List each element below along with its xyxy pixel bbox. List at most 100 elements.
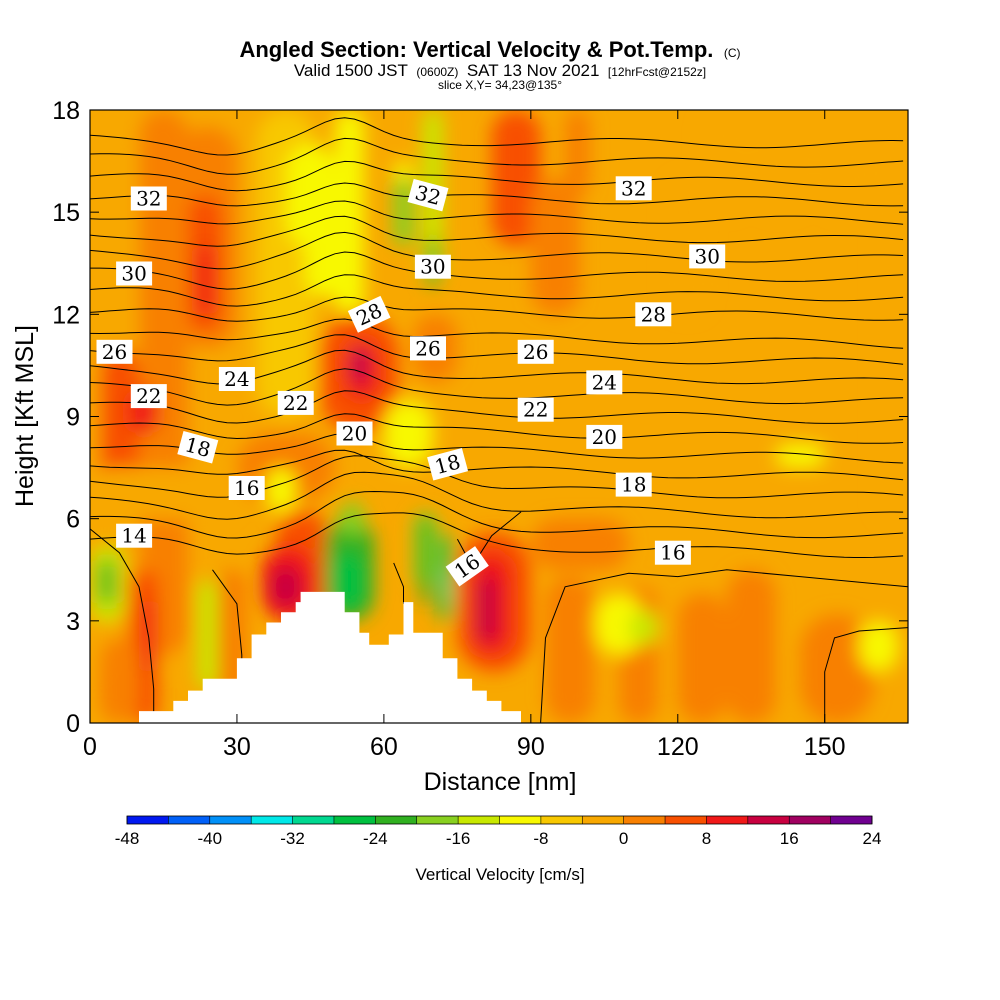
contour-label-30: 30 xyxy=(414,254,451,279)
theta-contour-line xyxy=(90,334,904,365)
velocity-cell xyxy=(197,579,218,689)
velocity-cell xyxy=(420,518,431,604)
colorbar-swatch xyxy=(623,816,666,824)
contour-label-32: 32 xyxy=(130,186,167,211)
contour-label-text: 32 xyxy=(136,187,161,211)
theta-contour-line xyxy=(824,627,908,723)
x-tick-label: 60 xyxy=(370,733,398,761)
colorbar-swatch xyxy=(209,816,252,824)
contour-label-26: 26 xyxy=(96,339,133,364)
colorbar-swatch xyxy=(665,816,707,824)
velocity-cell xyxy=(814,127,874,213)
theta-contour-line xyxy=(90,215,904,247)
x-tick-label: 0 xyxy=(83,733,97,761)
contour-label-text: 16 xyxy=(660,541,685,565)
y-tick-label: 12 xyxy=(52,301,80,329)
velocity-cell xyxy=(271,566,301,608)
contour-label-text: 32 xyxy=(621,176,646,200)
contour-label-32: 32 xyxy=(407,178,449,212)
contour-label-text: 22 xyxy=(136,384,161,408)
y-tick-label: 6 xyxy=(66,506,80,534)
velocity-cell xyxy=(628,610,659,645)
colorbar-swatch xyxy=(416,816,459,824)
contour-label-box xyxy=(218,367,255,391)
contour-label-box xyxy=(116,261,153,286)
colorbar-tick-label: 16 xyxy=(780,829,799,848)
velocity-cell xyxy=(99,637,139,723)
contour-label-box xyxy=(277,390,314,415)
velocity-cell xyxy=(305,229,345,298)
contour-label-box xyxy=(347,295,391,333)
colorbar-swatch xyxy=(458,816,500,824)
velocity-cell xyxy=(677,593,727,723)
theta-contours xyxy=(90,117,908,723)
velocity-cell xyxy=(702,110,747,213)
x-tick-label: 120 xyxy=(657,733,699,761)
theta-contour-line xyxy=(90,274,904,307)
contour-label-box xyxy=(414,254,451,279)
contour-label-box xyxy=(427,447,469,481)
theta-contour-line xyxy=(90,251,904,290)
colorbar-swatch xyxy=(251,816,293,824)
colorbar-swatch xyxy=(706,816,749,824)
contour-label-22: 22 xyxy=(130,384,167,409)
contour-label-box xyxy=(228,476,265,500)
velocity-cell xyxy=(775,443,825,468)
theta-contour-line xyxy=(90,137,904,175)
contour-label-text: 20 xyxy=(342,422,367,446)
chart-subtitle: Valid 1500 JST (0600Z) SAT 13 Nov 2021 [… xyxy=(294,61,706,80)
contour-label-text: 20 xyxy=(592,425,617,449)
colorbar-tick-label: -8 xyxy=(533,829,548,848)
colorbar-tick-label: 8 xyxy=(702,829,711,848)
contour-label-text: 30 xyxy=(694,244,719,268)
contour-label-24: 24 xyxy=(586,370,623,395)
y-axis-label: Height [Kft MSL] xyxy=(11,325,39,507)
theta-contour-line xyxy=(393,562,404,604)
contour-label-box xyxy=(517,339,554,364)
terrain-mask xyxy=(90,591,536,723)
theta-contour-line xyxy=(90,528,155,723)
velocity-cell xyxy=(594,593,644,655)
velocity-cell xyxy=(344,178,360,230)
contour-label-box xyxy=(116,523,153,548)
velocity-cell xyxy=(90,467,237,519)
colorbar-label: Vertical Velocity [cm/s] xyxy=(415,865,584,884)
theta-contour-line xyxy=(90,231,904,270)
velocity-cell xyxy=(99,348,139,502)
theta-contour-line xyxy=(90,160,904,192)
contour-label-text: 18 xyxy=(621,473,646,497)
velocity-cell xyxy=(99,559,115,604)
contour-label-box xyxy=(130,186,167,211)
contour-label-20: 20 xyxy=(336,421,373,446)
velocity-cell xyxy=(354,348,365,383)
velocity-cell xyxy=(339,501,365,536)
theta-contour-line xyxy=(90,455,904,499)
contour-label-box xyxy=(96,339,133,364)
theta-contour-line xyxy=(90,471,904,520)
contour-label-16: 16 xyxy=(228,476,265,500)
y-tick-label: 0 xyxy=(66,710,80,738)
theta-contour-line xyxy=(90,296,904,322)
contour-label-box xyxy=(615,176,652,201)
velocity-cell xyxy=(266,467,296,512)
axes: 0 30 60 90 120 150 0 3 6 9 12 15 18 xyxy=(52,97,908,761)
contour-label-22: 22 xyxy=(277,390,314,415)
contour-label-28: 28 xyxy=(635,302,672,327)
theta-contour-line xyxy=(90,368,904,406)
contour-label-26: 26 xyxy=(517,339,554,364)
x-tick-label: 90 xyxy=(517,733,545,761)
velocity-cell xyxy=(197,246,213,315)
x-axis-label: Distance [nm] xyxy=(424,768,577,796)
velocity-cell xyxy=(565,110,590,196)
colorbar-swatch xyxy=(830,816,873,824)
colorbar-tick-label: -16 xyxy=(446,829,471,848)
velocity-cell xyxy=(393,178,414,247)
y-tick-label: 3 xyxy=(66,608,80,636)
velocity-cell xyxy=(545,576,595,723)
colorbar-tick-label: 24 xyxy=(863,829,882,848)
contour-label-text: 30 xyxy=(420,255,445,279)
velocity-cell xyxy=(667,178,708,315)
contour-label-text: 22 xyxy=(523,398,548,422)
theta-contour-line xyxy=(90,117,904,156)
colorbar-tick-label: -32 xyxy=(280,829,305,848)
